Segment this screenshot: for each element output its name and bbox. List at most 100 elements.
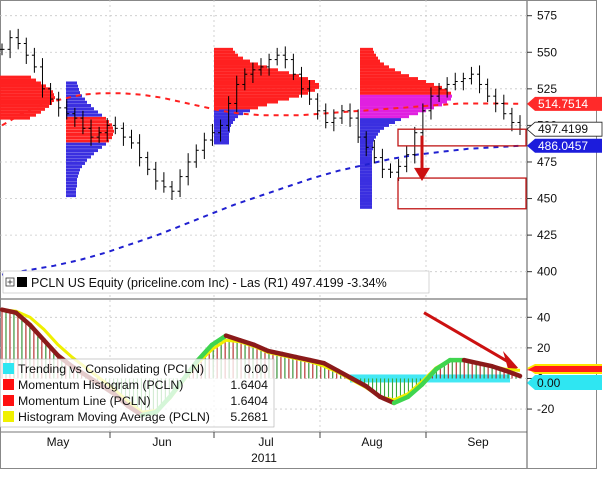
momentum-line-segment (195, 342, 215, 363)
legend-value-momentum-histogram: 1.6404 (230, 378, 268, 392)
momentum-line-segment (265, 348, 285, 357)
volume-profile-bar (360, 202, 372, 206)
volume-profile-bar (214, 74, 299, 78)
volume-profile-bar (214, 97, 289, 101)
volume-profile-bar (360, 62, 384, 66)
momentum-line-segment (475, 360, 495, 369)
volume-profile-bar (214, 59, 250, 63)
volume-profile-bar (360, 173, 372, 177)
volume-profile-bar (0, 90, 53, 94)
volume-profile-bar (214, 80, 315, 84)
volume-profile-bar (214, 115, 238, 119)
momentum-line-segment (41, 337, 61, 358)
moving-average-red-line (1, 92, 521, 127)
momentum-arrow-head (503, 350, 518, 373)
volume-profile-bar (0, 107, 45, 111)
x-tick-may: May (47, 435, 70, 449)
price-badge-red: 514.7514 (527, 96, 602, 111)
volume-profile-bar (66, 149, 98, 153)
volume-profile-bar (360, 103, 442, 107)
momentum-tick-label: -20 (537, 402, 555, 416)
momentum-line-segment (27, 322, 47, 343)
volume-profile-bar (360, 156, 372, 160)
momentum-line-segment (293, 354, 313, 363)
volume-profile-bar (360, 197, 372, 201)
volume-profile-bar (66, 194, 76, 198)
volume-profile-bar (360, 205, 372, 209)
volume-profile-bar (66, 81, 77, 85)
volume-profile-bar (214, 103, 267, 107)
x-tick-jun: Jun (152, 435, 171, 449)
volume-profile-bar (66, 181, 77, 185)
volume-profile-bar (66, 161, 85, 165)
volume-profile-bar (360, 188, 372, 192)
volume-profile-bar (214, 53, 238, 57)
volume-profile-bar (360, 65, 389, 69)
volume-profile-bar (360, 191, 372, 195)
momentum-line-segment (321, 360, 341, 374)
volume-profile-bar (66, 155, 91, 159)
volume-profile-bar (66, 168, 80, 172)
volume-profile-bar (0, 101, 52, 105)
volume-profile-bar (0, 96, 55, 100)
price-target-box-upper (397, 128, 527, 147)
price-tick-label: 475 (537, 155, 557, 169)
legend-swatch-momentum-histogram (3, 379, 14, 390)
volume-profile-bar (214, 82, 319, 86)
volume-profile-bar (66, 87, 79, 91)
volume-profile-bar (0, 87, 50, 91)
volume-profile-bar (0, 93, 54, 97)
volume-profile-bar (214, 138, 229, 142)
momentum-line-segment (377, 394, 397, 406)
legend-label-histogram-average: Histogram Moving Average (PCLN) (18, 410, 210, 424)
volume-profile-bar (66, 165, 82, 169)
volume-profile-bar (360, 112, 418, 116)
volume-profile-bar (214, 129, 230, 133)
legend-label-trending: Trending vs Consolidating (PCLN) (18, 362, 204, 376)
volume-profile-bar (360, 56, 378, 60)
momentum-line-segment (13, 310, 33, 328)
volume-profile-bar (360, 135, 376, 139)
momentum-legend: Trending vs Consolidating (PCLN) 0.00 Mo… (0, 358, 275, 428)
volume-profile-bar (66, 84, 78, 88)
volume-profile-bar (214, 56, 243, 60)
price-target-box-lower (397, 177, 527, 210)
volume-profile-bar (0, 104, 49, 108)
volume-profile-bar (66, 187, 76, 191)
volume-profile-bar (214, 47, 233, 51)
volume-profile-bar (360, 77, 418, 81)
volume-profile-bar (214, 91, 308, 95)
momentum-line-segment (307, 357, 327, 366)
momentum-line-segment (237, 337, 257, 348)
momentum-line-segment (251, 342, 271, 354)
volume-profile-bar (360, 199, 372, 203)
momentum-tick-label: 40 (537, 310, 551, 324)
volume-profile-bar (66, 132, 113, 136)
momentum-line-segment (363, 383, 383, 400)
volume-profile-bar (360, 129, 380, 133)
momentum-line-segment (0, 307, 19, 315)
volume-profile-bar (214, 135, 229, 139)
price-tick-label: 425 (537, 228, 557, 242)
volume-profile-bar (360, 59, 380, 63)
volume-profile-bar (214, 62, 258, 66)
momentum-line-segment (503, 368, 523, 379)
volume-profile-bar (66, 171, 79, 175)
price-legend-text: PCLN US Equity (priceline.com Inc) - Las… (31, 276, 387, 290)
volume-profile-bar (360, 118, 401, 122)
momentum-arrow-shaft (423, 311, 509, 363)
x-tick-aug: Aug (361, 435, 382, 449)
volume-profile-bar (360, 68, 395, 72)
volume-profile-bar (360, 194, 372, 198)
volume-profile-bar (360, 97, 451, 101)
volume-profile-bar (360, 71, 401, 75)
volume-profile-bar (66, 190, 76, 194)
volume-profile-bar (214, 109, 250, 113)
legend-swatch-trending (3, 363, 14, 374)
legend-value-trending: 0.00 (244, 362, 268, 376)
volume-profile-bar (360, 176, 372, 180)
momentum-line-segment (349, 376, 369, 389)
volume-profile-bar (360, 185, 372, 189)
momentum-line-segment (489, 363, 509, 374)
momentum-line-segment (223, 333, 243, 343)
